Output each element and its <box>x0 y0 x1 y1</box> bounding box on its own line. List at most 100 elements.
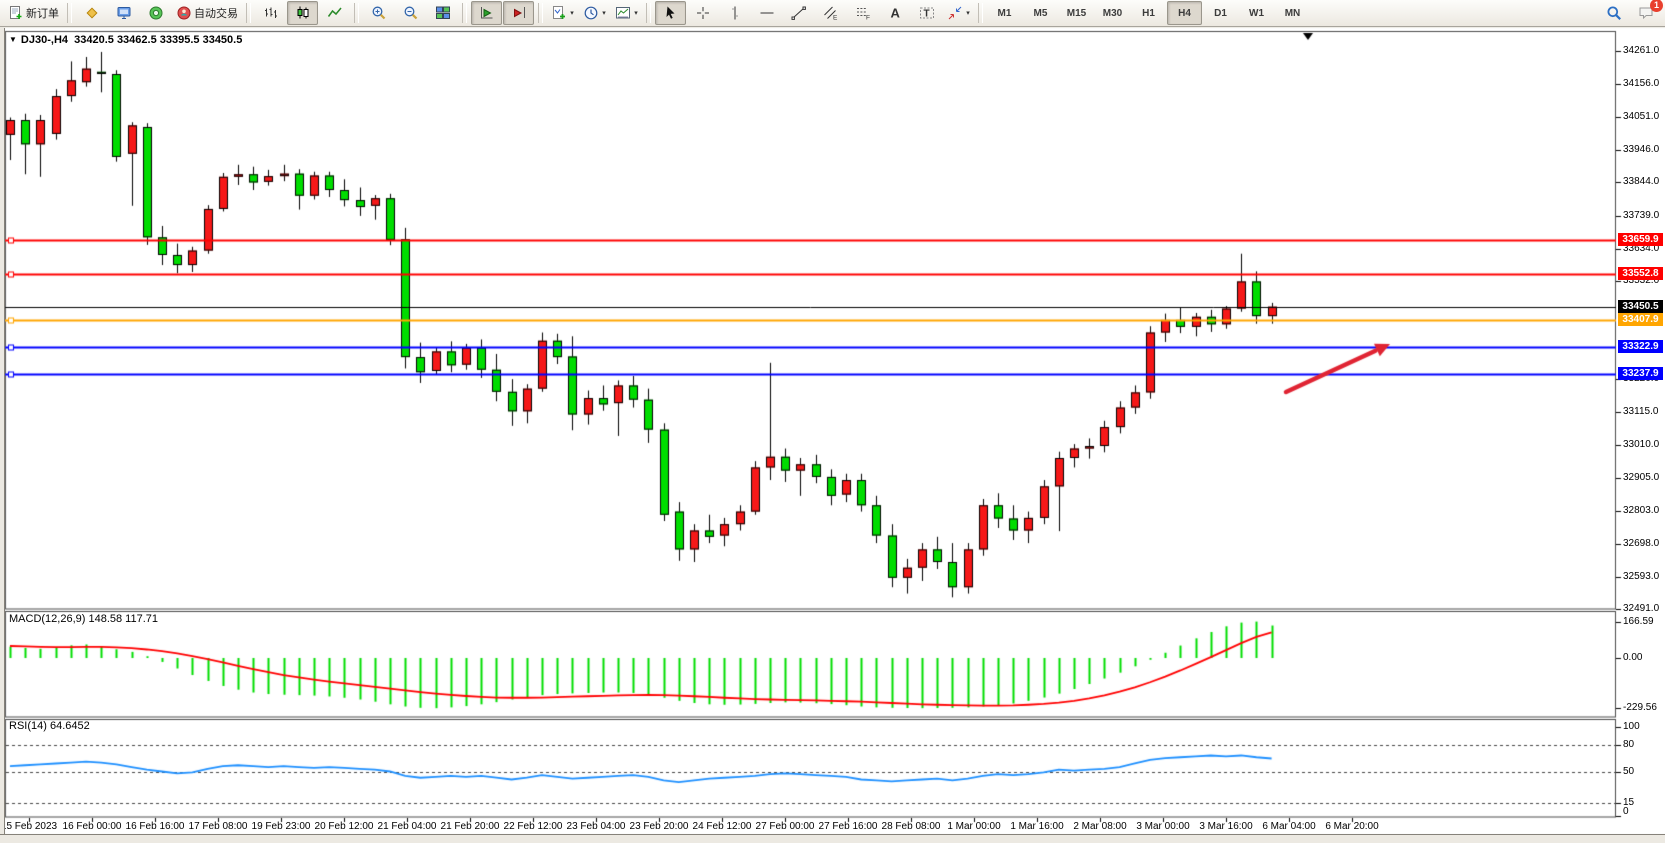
dropdown-caret-icon: ▾ <box>602 10 606 17</box>
time-axis-label: 3 Mar 16:00 <box>1199 821 1253 832</box>
time-axis-label: 6 Mar 04:00 <box>1262 821 1316 832</box>
dropdown-caret-icon: ▾ <box>966 10 970 17</box>
crosshair-button[interactable] <box>687 1 718 25</box>
rsi-tick-label: 80 <box>1623 739 1635 750</box>
timeframe-button-M5[interactable]: M5 <box>1033 7 1048 19</box>
main-chart-pane[interactable] <box>5 31 1616 609</box>
chart-dropdown-icon[interactable]: ▼ <box>9 35 17 44</box>
chart-shift-icon <box>511 5 527 21</box>
price-tick-label: 32698.0 <box>1623 538 1660 549</box>
horizontal-line-icon <box>759 5 775 21</box>
price-tick-label: 34261.0 <box>1623 45 1660 56</box>
chart-shift-button[interactable] <box>503 1 534 25</box>
svg-text:F: F <box>866 15 870 22</box>
cursor-button[interactable] <box>655 1 686 25</box>
svg-text:T: T <box>923 9 929 20</box>
new-order-icon <box>8 5 24 21</box>
line-chart-icon <box>327 5 343 21</box>
timeframe-button-H1[interactable]: H1 <box>1142 7 1155 19</box>
time-axis-label: 19 Feb 23:00 <box>251 821 311 832</box>
market-watch-button[interactable] <box>108 1 139 25</box>
dropdown-caret-icon: ▾ <box>634 10 638 17</box>
price-tick-label: 33739.0 <box>1623 210 1660 221</box>
macd-tick-label: 0.00 <box>1623 652 1643 663</box>
periods-icon <box>583 5 599 21</box>
bar-chart-button[interactable] <box>255 1 286 25</box>
rsi-tick-label: 15 <box>1623 797 1635 808</box>
arrows-button[interactable]: ▾ <box>943 1 974 25</box>
candlestick-chart-button[interactable] <box>287 1 318 25</box>
chat-button[interactable]: 1 <box>1630 0 1663 25</box>
zoom-out-icon <box>403 5 419 21</box>
sound-button[interactable] <box>140 1 171 25</box>
price-tick-label: 32593.0 <box>1623 571 1660 582</box>
indicators-icon <box>551 5 567 21</box>
cursor-icon <box>663 5 679 21</box>
indicators-button[interactable]: ▾ <box>547 1 578 25</box>
zoom-out-button[interactable] <box>395 1 426 25</box>
new-order-button-label: 新订单 <box>26 8 59 20</box>
toolbar-separator <box>462 3 467 23</box>
trendline-button[interactable] <box>783 1 814 25</box>
new-order-button[interactable]: 新订单 <box>4 1 63 25</box>
templates-icon <box>615 5 631 21</box>
timeframe-button-W1[interactable]: W1 <box>1249 7 1264 19</box>
toolbar-separator <box>67 3 72 23</box>
price-tick-label: 33010.0 <box>1623 439 1660 450</box>
auto-scroll-button[interactable] <box>471 1 502 25</box>
macd-pane[interactable] <box>5 611 1616 717</box>
price-badge: 33552.8 <box>1618 267 1663 280</box>
autotrading-button[interactable]: 自动交易 <box>172 1 242 25</box>
text-label-button[interactable]: T <box>911 1 942 25</box>
line-chart-button[interactable] <box>319 1 350 25</box>
timeframe-button-MN[interactable]: MN <box>1284 7 1301 19</box>
chart-title: ▼ DJ30-,H4 33420.5 33462.5 33395.5 33450.… <box>9 34 242 46</box>
search-button[interactable] <box>1598 1 1629 25</box>
price-tick-label: 34156.0 <box>1623 78 1660 89</box>
timeframe-button-M15[interactable]: M15 <box>1066 7 1087 19</box>
fibonacci-icon: F <box>855 5 871 21</box>
notification-badge: 1 <box>1650 0 1663 12</box>
toolbar-separator <box>354 3 359 23</box>
svg-text:A: A <box>890 6 900 21</box>
price-badge: 33322.9 <box>1618 340 1663 353</box>
price-tick-label: 32491.0 <box>1623 603 1660 614</box>
horizontal-line-button[interactable] <box>751 1 782 25</box>
timeframe-button-D1[interactable]: D1 <box>1214 7 1227 19</box>
timeframe-button-M1[interactable]: M1 <box>997 7 1012 19</box>
fibonacci-button[interactable]: F <box>847 1 878 25</box>
price-tick-label: 33946.0 <box>1623 144 1660 155</box>
rsi-tick-label: 100 <box>1623 721 1640 732</box>
time-axis-label: 23 Feb 04:00 <box>566 821 626 832</box>
rsi-tick-label: 0 <box>1623 806 1629 817</box>
vertical-line-icon <box>727 5 743 21</box>
rsi-pane[interactable] <box>5 719 1616 817</box>
price-badge: 33407.9 <box>1618 313 1663 326</box>
price-badge: 33237.9 <box>1618 367 1663 380</box>
time-axis-label: 1 Mar 16:00 <box>1010 821 1064 832</box>
timeframe-button-M30[interactable]: M30 <box>1102 7 1123 19</box>
crosshair-icon <box>695 5 711 21</box>
time-axis-label: 17 Feb 08:00 <box>188 821 248 832</box>
equidistant-channel-button[interactable]: E <box>815 1 846 25</box>
macd-label: MACD(12,26,9) 148.58 117.71 <box>9 613 158 625</box>
metaeditor-button[interactable] <box>76 1 107 25</box>
rsi-label: RSI(14) 64.6452 <box>9 720 90 732</box>
time-axis-label: 22 Feb 12:00 <box>503 821 563 832</box>
vertical-line-button[interactable] <box>719 1 750 25</box>
equidistant-channel-icon: E <box>823 5 839 21</box>
time-axis-label: 23 Feb 20:00 <box>629 821 689 832</box>
periods-button[interactable]: ▾ <box>579 1 610 25</box>
tile-windows-button[interactable] <box>427 1 458 25</box>
text-icon: A <box>887 5 903 21</box>
time-axis-label: 2 Mar 08:00 <box>1073 821 1127 832</box>
price-tick-label: 33634.0 <box>1623 243 1660 254</box>
text-button[interactable]: A <box>879 1 910 25</box>
zoom-in-button[interactable] <box>363 1 394 25</box>
price-tick-label: 33844.0 <box>1623 176 1660 187</box>
timeframe-button-H4[interactable]: H4 <box>1167 1 1202 25</box>
toolbar-separator <box>538 3 543 23</box>
templates-button[interactable]: ▾ <box>611 1 642 25</box>
